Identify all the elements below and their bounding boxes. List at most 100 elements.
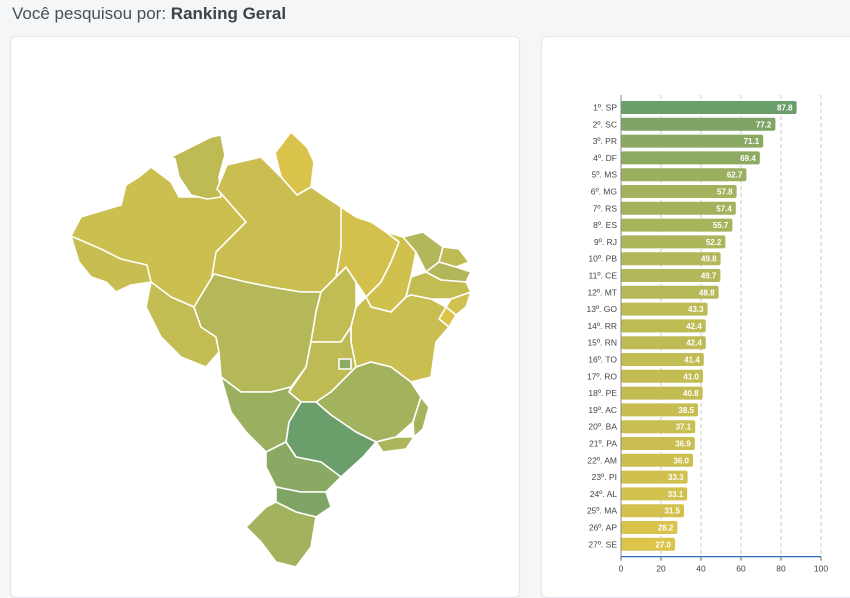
category-label: 24º. AL: [590, 489, 617, 499]
bar-al[interactable]: [621, 487, 688, 501]
category-label: 23º. PI: [592, 472, 617, 482]
bar-sc[interactable]: [621, 117, 776, 131]
value-label: 49.7: [701, 272, 717, 281]
bar-ce[interactable]: [621, 269, 721, 282]
bar-rr[interactable]: [621, 319, 706, 333]
value-label: 33.3: [668, 473, 684, 482]
category-label: 12º. MT: [587, 287, 617, 297]
ranking-chart-card: 1º. SP 87.8 2º. SC 77.2 3º. PR 71.1 4º. DF 69.4…: [541, 36, 850, 598]
value-label: 57.8: [717, 188, 733, 197]
x-tick-label: 60: [736, 564, 746, 574]
category-label: 11º. CE: [589, 271, 618, 281]
bar-ma[interactable]: [621, 504, 684, 518]
value-label: 28.2: [658, 524, 674, 533]
value-label: 42.4: [686, 339, 702, 348]
x-tick-label: 0: [619, 564, 624, 574]
category-label: 14º. RR: [587, 321, 617, 331]
bar-rs[interactable]: [621, 201, 736, 215]
state-df[interactable]: [338, 358, 352, 370]
bar-rj[interactable]: [621, 235, 726, 249]
map-card: [10, 36, 520, 598]
category-label: 7º. RS: [593, 203, 618, 213]
bar-go[interactable]: [621, 302, 708, 316]
bar-pb[interactable]: [621, 252, 721, 266]
bar-mg[interactable]: [621, 185, 737, 198]
state-al[interactable]: [445, 291, 472, 316]
value-label: 49.8: [701, 255, 717, 264]
bar-sp[interactable]: [621, 101, 797, 114]
value-label: 31.5: [664, 507, 680, 516]
bar-ba[interactable]: [621, 420, 696, 434]
search-summary: Você pesquisou por: Ranking Geral: [12, 4, 286, 24]
value-label: 55.7: [713, 221, 729, 230]
category-label: 6º. MG: [591, 187, 617, 197]
value-label: 48.8: [699, 288, 715, 297]
bar-pr[interactable]: [621, 134, 764, 148]
state-ms[interactable]: [220, 376, 302, 453]
category-label: 16º. TO: [588, 355, 617, 365]
value-label: 41.0: [683, 372, 699, 381]
category-label: 18º. PE: [588, 388, 617, 398]
x-tick-label: 80: [776, 564, 786, 574]
state-rj[interactable]: [375, 436, 415, 453]
state-es[interactable]: [412, 396, 430, 438]
bar-ro[interactable]: [621, 369, 703, 383]
value-label: 36.0: [673, 456, 689, 465]
bar-es[interactable]: [621, 218, 733, 232]
bar-pi[interactable]: [621, 470, 688, 484]
search-prefix: Você pesquisou por:: [12, 4, 167, 23]
category-label: 17º. RO: [587, 371, 617, 381]
category-label: 26º. AP: [589, 523, 617, 533]
value-label: 37.1: [676, 423, 692, 432]
value-label: 41.4: [684, 356, 700, 365]
state-rn[interactable]: [438, 246, 470, 268]
category-label: 5º. MS: [592, 170, 618, 180]
value-label: 42.4: [686, 322, 702, 331]
bar-rn[interactable]: [621, 336, 706, 350]
bar-ap[interactable]: [621, 521, 678, 534]
category-label: 9º. RJ: [594, 237, 617, 247]
category-label: 21º. PA: [589, 439, 617, 449]
category-label: 2º. SC: [593, 119, 617, 129]
category-label: 10º. PB: [588, 254, 617, 264]
bar-se[interactable]: [621, 537, 675, 551]
value-label: 69.4: [740, 154, 756, 163]
value-label: 38.5: [678, 406, 694, 415]
category-label: 8º. ES: [593, 220, 617, 230]
bar-pa[interactable]: [621, 437, 695, 450]
search-query: Ranking Geral: [170, 4, 287, 23]
category-label: 19º. AC: [588, 405, 617, 415]
state-rs[interactable]: [245, 501, 317, 568]
bar-ac[interactable]: [621, 403, 698, 417]
category-label: 25º. MA: [587, 506, 617, 516]
value-label: 43.3: [688, 305, 704, 314]
value-label: 57.4: [716, 204, 732, 213]
state-ac[interactable]: [70, 235, 152, 293]
category-label: 4º. DF: [593, 153, 617, 163]
category-label: 13º. GO: [586, 304, 617, 314]
bar-mt[interactable]: [621, 285, 719, 299]
bar-ms[interactable]: [621, 168, 747, 182]
value-label: 62.7: [727, 171, 743, 180]
category-label: 3º. PR: [593, 136, 617, 146]
category-label: 15º. RN: [587, 338, 617, 348]
bar-to[interactable]: [621, 353, 704, 366]
brazil-map: [70, 131, 472, 568]
category-label: 1º. SP: [593, 103, 617, 113]
x-tick-label: 20: [656, 564, 666, 574]
x-tick-label: 40: [696, 564, 706, 574]
state-pr[interactable]: [265, 441, 342, 493]
ranking-bar-chart: 1º. SP 87.8 2º. SC 77.2 3º. PR 71.1 4º. DF 69.4…: [586, 95, 828, 574]
value-label: 71.1: [744, 137, 760, 146]
bar-pe[interactable]: [621, 386, 703, 400]
value-label: 33.1: [668, 490, 684, 499]
value-label: 52.2: [706, 238, 722, 247]
category-label: 22º. AM: [587, 455, 617, 465]
value-label: 77.2: [756, 120, 772, 129]
bar-df[interactable]: [621, 151, 760, 165]
value-label: 40.8: [683, 389, 699, 398]
category-label: 27º. SE: [588, 539, 617, 549]
value-label: 87.8: [777, 104, 793, 113]
bar-am[interactable]: [621, 453, 693, 467]
value-label: 36.9: [675, 440, 691, 449]
